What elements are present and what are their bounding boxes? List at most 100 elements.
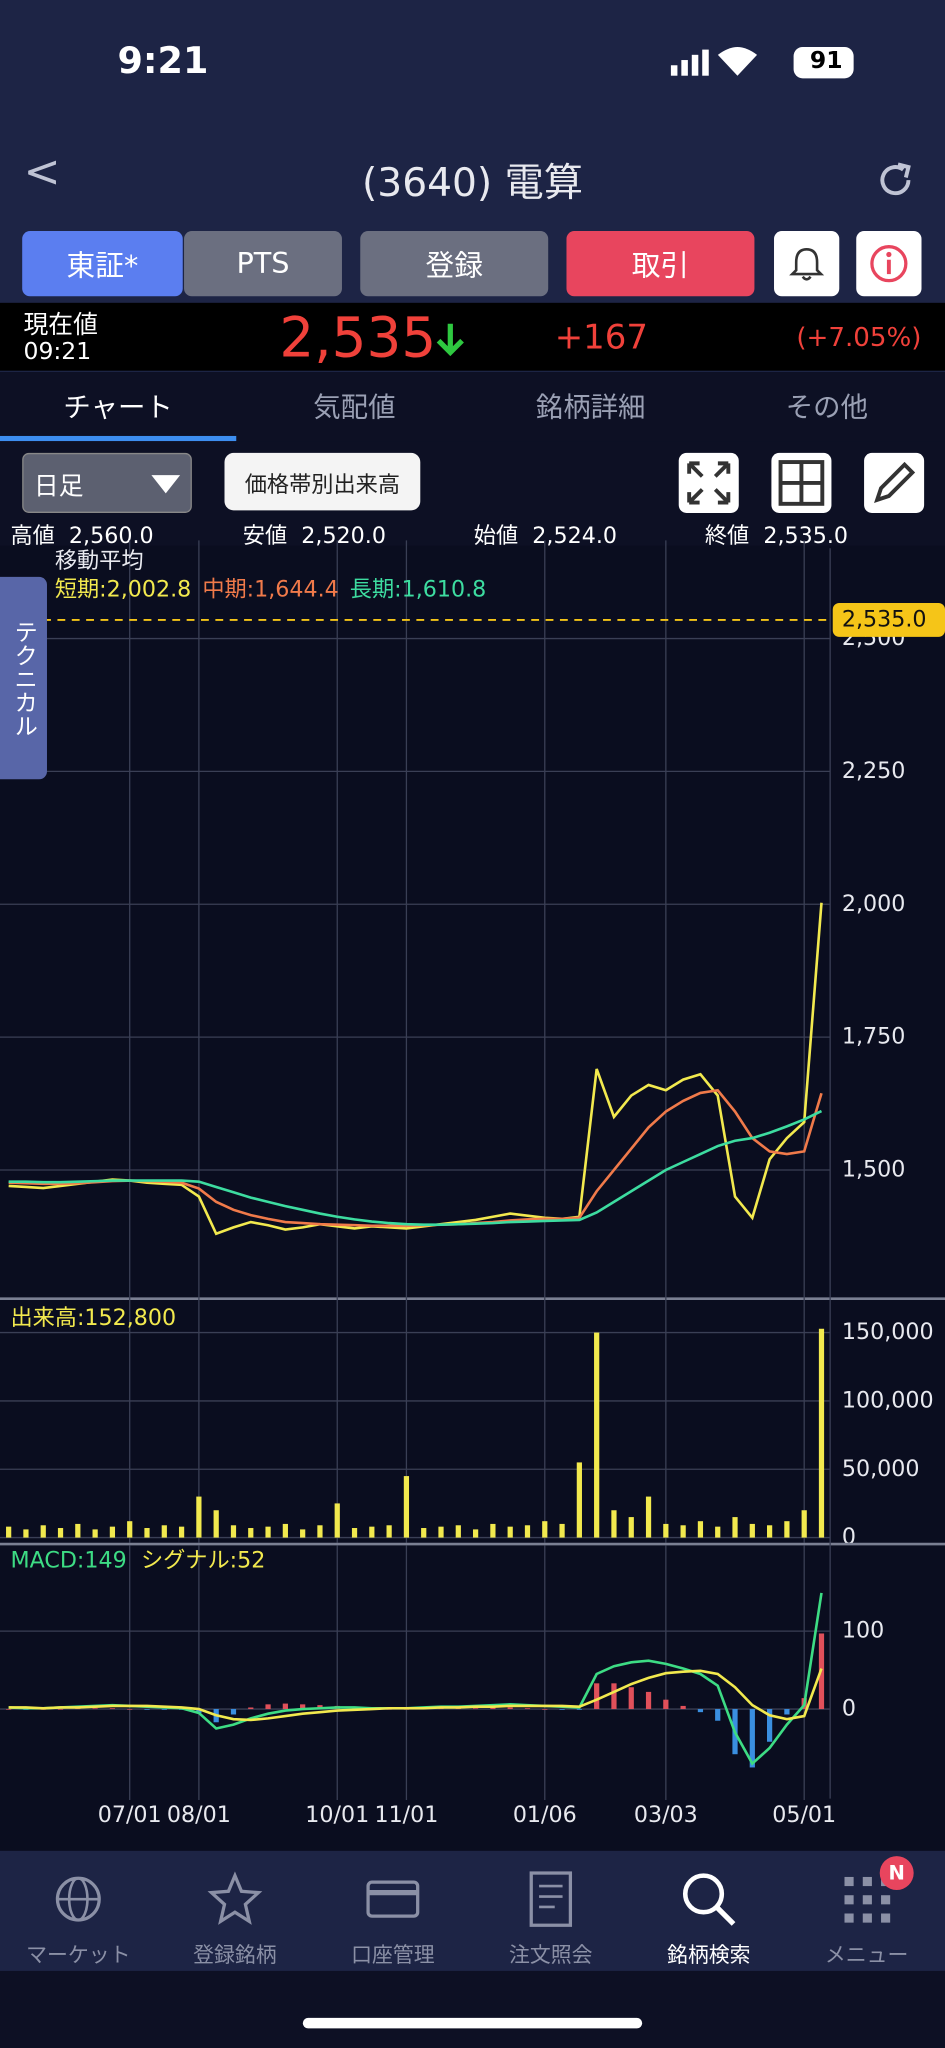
tab[interactable]: 銘柄詳細	[535, 391, 646, 423]
bar	[680, 1525, 686, 1538]
draw-button[interactable]	[864, 452, 925, 513]
ohlc-value: 2,535.0	[763, 523, 849, 550]
nav-badge: N	[879, 1856, 914, 1891]
bar	[628, 1517, 634, 1538]
fullscreen-button[interactable]	[678, 452, 739, 513]
ohlc: 終値 2,535.0	[704, 517, 849, 550]
bar	[23, 1529, 29, 1538]
bar	[542, 1521, 548, 1538]
nav-label: マーケット	[26, 1942, 131, 1968]
bar	[196, 1496, 202, 1538]
nav-item[interactable]: 銘柄検索	[630, 1853, 787, 1970]
quote-time: 09:21	[23, 338, 92, 366]
bar	[594, 1683, 600, 1710]
bar	[490, 1707, 496, 1710]
bottom-nav	[0, 1850, 945, 1971]
y-tick-label: 100	[842, 1618, 884, 1644]
change-pct: (+7.05%)	[796, 321, 922, 353]
bar	[576, 1709, 582, 1710]
bar	[438, 1526, 444, 1538]
bar	[472, 1529, 479, 1538]
y-tick-label: 50,000	[842, 1456, 920, 1482]
bar	[766, 1709, 773, 1742]
x-tick-label: 10/01	[305, 1802, 369, 1828]
nav-item[interactable]: 注文照会	[473, 1853, 630, 1970]
y-tick-label: 2,250	[842, 758, 905, 784]
bar	[386, 1525, 392, 1538]
bar	[178, 1526, 185, 1538]
bar	[507, 1707, 513, 1710]
ohlc-label: 安値	[242, 523, 288, 550]
series-line	[8, 1109, 823, 1227]
tab[interactable]: チャート	[63, 391, 173, 423]
ohlc-label: 始値	[473, 523, 519, 550]
bar	[645, 1691, 652, 1710]
trade-button[interactable]: 取引	[566, 231, 755, 297]
layout-button[interactable]	[771, 452, 832, 513]
ohlc-value: 2,520.0	[301, 523, 386, 550]
bar	[524, 1525, 531, 1538]
bar	[92, 1708, 98, 1710]
bar	[248, 1528, 254, 1538]
bar	[490, 1523, 496, 1538]
nav-item[interactable]: 登録銘柄	[157, 1853, 314, 1970]
bar	[611, 1510, 617, 1538]
info-button[interactable]	[856, 231, 922, 297]
bar	[161, 1525, 167, 1538]
bar	[282, 1523, 288, 1538]
bar	[611, 1683, 617, 1710]
legend-label: 長期:1,610.8	[350, 576, 486, 602]
period-label: 日足	[33, 472, 84, 502]
bar	[542, 1709, 548, 1710]
legend-label: シグナル:52	[141, 1548, 265, 1574]
refresh-icon[interactable]	[872, 157, 919, 204]
header-title[interactable]: (3640) 電算	[362, 160, 583, 207]
bar	[663, 1523, 669, 1538]
bar	[594, 1332, 600, 1538]
back-button[interactable]: <	[23, 146, 61, 199]
bar	[300, 1529, 306, 1538]
alert-button[interactable]	[774, 231, 840, 297]
y-tick-label: 100,000	[842, 1387, 934, 1413]
register-button[interactable]: 登録	[360, 231, 549, 297]
x-tick-label: 08/01	[167, 1802, 231, 1828]
bar	[334, 1503, 340, 1538]
tab[interactable]: その他	[785, 391, 868, 423]
market-button[interactable]: 東証*	[22, 231, 183, 297]
quote-bar	[0, 302, 945, 371]
pts-button[interactable]: PTS	[184, 231, 342, 297]
x-tick-label: 07/01	[98, 1802, 162, 1828]
quote-label: 現在値	[23, 310, 98, 340]
ohlc: 安値 2,520.0	[242, 517, 386, 550]
nav-item[interactable]: マーケット	[0, 1853, 157, 1970]
series-line	[8, 1668, 823, 1722]
ohlc: 始値 2,524.0	[473, 517, 617, 550]
bar	[351, 1528, 358, 1538]
bar	[57, 1709, 64, 1710]
bar	[127, 1521, 133, 1538]
x-tick-label: 11/01	[374, 1802, 438, 1828]
technical-tab[interactable]: テクニカル	[0, 576, 47, 780]
volume-profile-button[interactable]: 価格帯別出来高	[224, 452, 421, 511]
bar	[109, 1526, 116, 1538]
tab[interactable]: 気配値	[313, 391, 396, 423]
y-tick-label: 150,000	[842, 1319, 934, 1345]
ohlc-label: 終値	[704, 523, 750, 550]
nav-item[interactable]: 口座管理	[315, 1853, 472, 1970]
period-select[interactable]: 日足	[22, 452, 192, 513]
bar	[144, 1709, 150, 1710]
bar	[472, 1708, 479, 1710]
nav-label: 銘柄検索	[666, 1942, 751, 1968]
chart-title: 移動平均	[55, 548, 144, 574]
bar	[161, 1709, 167, 1710]
price: 2,535	[279, 305, 437, 370]
y-tick-label: 0	[842, 1524, 856, 1550]
bar	[715, 1709, 721, 1721]
home-indicator	[302, 2017, 643, 2029]
bar	[92, 1529, 98, 1538]
bar	[455, 1525, 461, 1538]
bar	[507, 1526, 513, 1538]
nav-item[interactable]: メニュー	[788, 1853, 945, 1970]
bar	[559, 1709, 565, 1710]
